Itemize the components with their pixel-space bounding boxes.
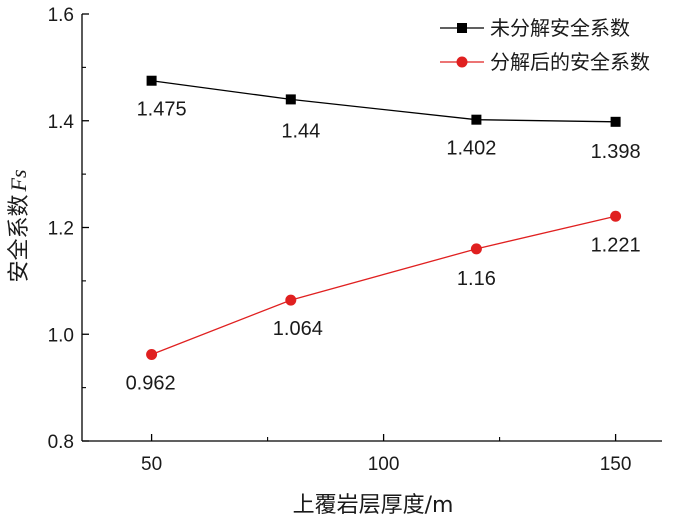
data-label: 1.064 (273, 318, 323, 340)
data-point-circle (470, 243, 482, 255)
data-label: 1.44 (281, 120, 320, 142)
data-point-square (146, 75, 157, 86)
data-label: 1.221 (591, 234, 641, 256)
legend-label: 分解后的安全系数 (490, 50, 650, 74)
data-labels: 1.475 1.44 1.402 1.398 0.962 1.064 1.16 1.221 (126, 99, 641, 395)
series-line (151, 215, 616, 356)
series (146, 75, 622, 361)
series-1 (146, 75, 621, 127)
x-axis-title: 上覆岩层厚度/m (293, 493, 454, 518)
y-axis-title-symbol: Fs (6, 169, 31, 192)
data-label: 1.398 (591, 141, 641, 163)
y-axis-title-text: 安全系数 (7, 194, 32, 282)
legend-label: 未分解安全系数 (490, 16, 630, 40)
legend-item-2: 分解后的安全系数 (440, 50, 650, 74)
x-tick-label: 150 (600, 454, 632, 475)
data-point-circle (285, 294, 297, 306)
x-tick-label: 100 (368, 454, 400, 475)
data-point-circle (146, 349, 158, 361)
data-point-circle (610, 210, 622, 222)
data-label: 1.475 (137, 99, 187, 121)
data-point-square (285, 94, 296, 105)
y-axis-title: 安全系数Fs (6, 169, 32, 282)
data-label: 1.402 (446, 138, 496, 160)
legend-item-1: 未分解安全系数 (440, 16, 630, 40)
y-tick-label: 1.4 (48, 112, 75, 133)
data-point-square (610, 116, 621, 127)
legend-marker-square (457, 23, 467, 33)
y-tick-label: 1.6 (48, 5, 74, 26)
x-tick-label: 50 (141, 454, 162, 475)
y-tick-label: 1.2 (48, 219, 74, 240)
series-2 (146, 210, 622, 361)
ticks: 0.8 1.0 1.2 1.4 1.6 50 100 150 (48, 5, 632, 475)
data-label: 0.962 (126, 373, 176, 395)
data-point-square (471, 114, 482, 125)
y-tick-label: 0.8 (48, 432, 74, 453)
y-tick-label: 1.0 (48, 325, 74, 346)
data-label: 1.16 (457, 268, 496, 290)
series-line (151, 80, 616, 123)
legend-marker-circle (456, 56, 468, 68)
